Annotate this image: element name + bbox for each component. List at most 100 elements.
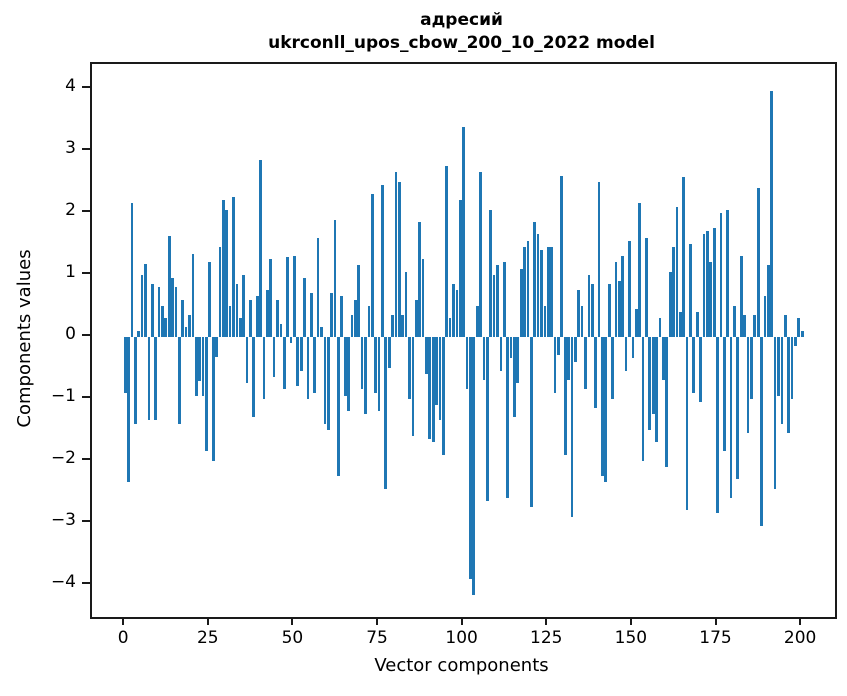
bar (479, 172, 482, 337)
bar (662, 336, 665, 381)
y-tick-label: −4 (50, 571, 76, 592)
bar (482, 336, 486, 381)
x-tick-label: 175 (699, 628, 732, 648)
bar (245, 336, 249, 384)
bar (692, 336, 696, 393)
bar (502, 262, 506, 337)
bar (712, 228, 716, 337)
bar (563, 336, 567, 455)
bar (584, 336, 587, 390)
bar (628, 240, 631, 337)
bar (682, 177, 686, 337)
bar (262, 336, 266, 399)
bar (455, 290, 459, 337)
bar (574, 336, 577, 362)
bar (604, 336, 608, 483)
bar (316, 237, 320, 337)
bar (597, 181, 601, 337)
bar (756, 187, 760, 337)
bar (299, 336, 303, 371)
bar (611, 336, 614, 399)
x-tick-mark (376, 617, 379, 625)
y-tick-label: 3 (65, 137, 76, 158)
bar (414, 299, 418, 337)
bar (411, 336, 415, 436)
y-tick-label: 0 (65, 323, 76, 344)
bar (161, 305, 164, 337)
x-tick-mark (629, 617, 632, 625)
chart-title: адресий ukrconll_upos_cbow_200_10_2022 m… (90, 9, 833, 55)
bar (645, 237, 648, 337)
bar (177, 336, 181, 424)
x-tick-mark (206, 617, 209, 625)
bar (709, 262, 713, 337)
bar (140, 274, 144, 337)
bar (303, 277, 306, 337)
bar (350, 315, 354, 337)
bar (127, 336, 130, 483)
bar (326, 336, 330, 430)
bar (624, 336, 628, 371)
y-tick-mark (82, 271, 90, 274)
bar (431, 336, 435, 443)
bar (475, 305, 479, 337)
bar (370, 194, 374, 337)
bar (486, 336, 489, 502)
bar (442, 336, 445, 455)
bar (171, 277, 174, 337)
x-tick-label: 0 (117, 628, 129, 648)
bar (519, 268, 523, 337)
bar (242, 274, 245, 337)
bar (594, 336, 598, 409)
bar (726, 209, 730, 337)
bar (530, 336, 533, 508)
bar (719, 212, 723, 337)
x-tick-label: 200 (783, 628, 817, 648)
bar (276, 299, 279, 337)
bar (381, 184, 384, 337)
bar (225, 209, 229, 337)
bar (513, 336, 516, 418)
bar (496, 265, 499, 337)
bar (205, 336, 208, 452)
y-tick-mark (82, 457, 90, 460)
bar (133, 336, 137, 424)
bar (211, 336, 215, 461)
bar (695, 311, 699, 337)
bar (773, 336, 777, 489)
bar (333, 220, 337, 337)
x-tick-mark (714, 617, 717, 625)
bar (194, 336, 198, 396)
bar (150, 284, 154, 337)
bar (469, 336, 472, 579)
bar (465, 336, 469, 390)
bar (678, 311, 682, 337)
bar (398, 181, 401, 337)
plot-area (90, 62, 837, 619)
y-tick-label: −1 (50, 385, 76, 406)
x-tick-label: 100 (445, 628, 478, 648)
bar (313, 336, 317, 393)
bar (425, 336, 428, 374)
bar (221, 200, 225, 337)
y-tick-label: −2 (50, 447, 76, 468)
bar (438, 336, 442, 421)
bar (364, 336, 367, 415)
bar (631, 336, 635, 359)
bar (560, 175, 564, 337)
bar (154, 336, 157, 421)
bar (309, 293, 313, 337)
bar (702, 234, 706, 337)
bar (668, 271, 672, 337)
bar (658, 318, 662, 337)
bar (777, 336, 780, 396)
bar (797, 318, 801, 337)
bar (252, 336, 256, 418)
bar (766, 265, 770, 337)
bar (360, 336, 364, 390)
x-tick-label: 50 (281, 628, 304, 648)
bar (546, 246, 550, 337)
bar (509, 336, 513, 359)
bar (330, 293, 333, 337)
bar (293, 256, 296, 337)
